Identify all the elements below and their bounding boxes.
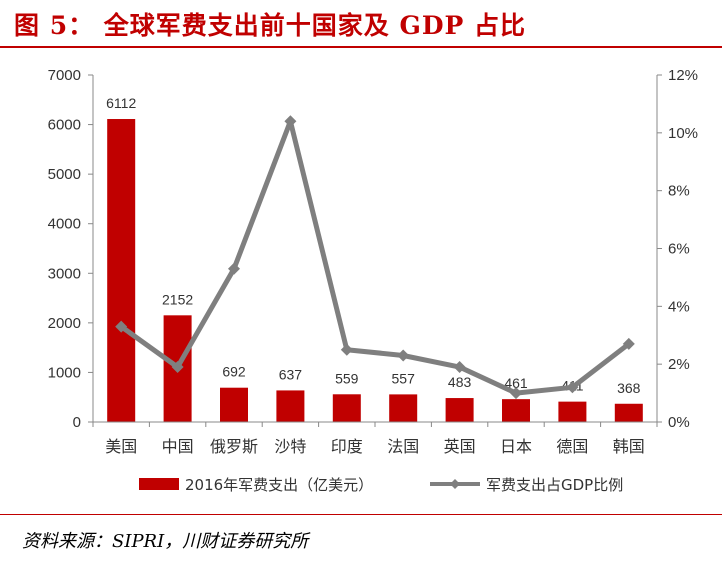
legend: 2016年军费支出（亿美元） 军费支出占GDP比例	[139, 476, 623, 494]
right-tick-label: 6%	[668, 241, 690, 258]
bar-data-label: 637	[279, 366, 303, 382]
bar-data-label: 559	[335, 370, 359, 386]
bar-data-label: 6112	[106, 95, 136, 111]
x-tick-label: 沙特	[274, 437, 306, 456]
title-underline	[0, 46, 722, 48]
line-series	[115, 115, 635, 400]
chart: 0 1000 2000 3000 4000 5000 6000 7000 0% 2% 4% 6% 8%…	[48, 67, 698, 494]
x-tick-label: 美国	[105, 437, 137, 456]
x-tick-label: 法国	[387, 437, 419, 456]
legend-line-label: 军费支出占GDP比例	[486, 476, 623, 494]
x-tick-label: 俄罗斯	[210, 437, 258, 456]
line-point	[566, 381, 579, 394]
left-tick-label: 4000	[48, 216, 81, 233]
figure-title: 图 5： 全球军费支出前十国家及 GDP 占比	[14, 11, 527, 40]
left-y-axis: 0 1000 2000 3000 4000 5000 6000 7000	[48, 67, 94, 431]
bar	[558, 401, 587, 422]
left-tick-label: 2000	[48, 315, 81, 332]
legend-bar-label: 2016年军费支出（亿美元）	[185, 476, 373, 494]
bar	[332, 394, 361, 422]
bar	[220, 387, 248, 422]
x-tick-label: 韩国	[613, 437, 645, 456]
right-tick-label: 4%	[668, 298, 690, 315]
right-tick-label: 12%	[668, 67, 698, 84]
footer-divider	[0, 514, 722, 515]
bar-data-label: 557	[392, 370, 416, 386]
bar-data-label: 483	[448, 374, 472, 390]
left-tick-label: 5000	[48, 166, 81, 183]
bar-data-labels: 61122152692637559557483461411368	[106, 95, 641, 396]
line-point	[510, 387, 522, 400]
x-tick-label: 印度	[331, 437, 363, 456]
bar	[389, 394, 418, 422]
left-tick-label: 0	[73, 414, 81, 431]
x-tick-label: 中国	[162, 437, 194, 456]
right-tick-label: 10%	[668, 125, 698, 142]
line-point	[171, 361, 184, 374]
left-tick-label: 6000	[48, 117, 81, 134]
bar-data-label: 368	[617, 380, 641, 396]
x-tick-label: 德国	[556, 437, 588, 456]
left-tick-label: 3000	[48, 265, 81, 282]
bar-data-label: 692	[222, 364, 246, 380]
line-point	[228, 262, 240, 275]
bar	[276, 390, 305, 422]
right-y-axis: 0% 2% 4% 6% 8% 10% 12%	[656, 67, 698, 431]
x-tick-label: 英国	[444, 437, 476, 456]
line-point	[397, 349, 410, 362]
source-note: 资料来源：SIPRI，川财证券研究所	[22, 531, 309, 552]
left-tick-label: 1000	[48, 364, 81, 381]
line-point	[284, 115, 297, 128]
right-tick-label: 2%	[668, 356, 690, 373]
line-point	[453, 361, 466, 374]
right-tick-label: 0%	[668, 414, 690, 431]
bar	[502, 399, 530, 422]
right-tick-label: 8%	[668, 183, 690, 200]
legend-bar-swatch	[139, 478, 179, 490]
line-point	[340, 343, 353, 356]
line-point	[115, 320, 128, 333]
bar	[614, 403, 643, 422]
legend-line-marker	[450, 479, 460, 489]
gdp-share-line	[119, 118, 631, 396]
header: 图 5： 全球军费支出前十国家及 GDP 占比	[0, 0, 722, 48]
x-axis: 美国 中国 俄罗斯 沙特 印度 法国 英国 日本 德国 韩国	[92, 421, 658, 456]
x-tick-label: 日本	[500, 437, 532, 456]
bar	[107, 119, 136, 422]
bar-data-label: 2152	[162, 291, 193, 307]
bar-series	[107, 119, 643, 422]
line-point	[622, 337, 635, 350]
bar-data-label: 461	[504, 375, 528, 391]
bar	[445, 398, 474, 422]
left-tick-label: 7000	[48, 67, 81, 84]
